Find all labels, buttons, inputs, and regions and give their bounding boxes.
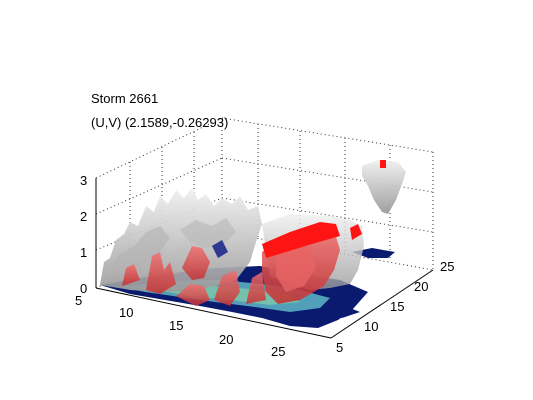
x-tick: 10 [119, 305, 133, 320]
z-ticks: 0 1 2 3 [80, 173, 87, 296]
y-tick: 20 [414, 279, 428, 294]
axis-box [95, 178, 434, 339]
z-tick: 3 [80, 173, 87, 188]
y-tick: 25 [440, 259, 454, 274]
x-ticks: 5 10 15 20 25 [75, 293, 285, 359]
red-top-cap [262, 160, 386, 258]
y-tick: 5 [336, 340, 343, 355]
x-tick: 15 [169, 318, 183, 333]
x-tick: 5 [75, 293, 82, 308]
x-tick: 25 [271, 344, 285, 359]
y-tick: 15 [390, 299, 404, 314]
z-tick: 1 [80, 245, 87, 260]
z-tick: 0 [80, 281, 87, 296]
x-tick: 20 [219, 332, 233, 347]
figure-subtitle: (U,V) (2.1589,-0.26293) [91, 115, 229, 130]
y-ticks: 5 10 15 20 25 [336, 259, 454, 355]
z-tick: 2 [80, 209, 87, 224]
figure-title: Storm 2661 [91, 91, 159, 106]
y-tick: 10 [364, 319, 378, 334]
